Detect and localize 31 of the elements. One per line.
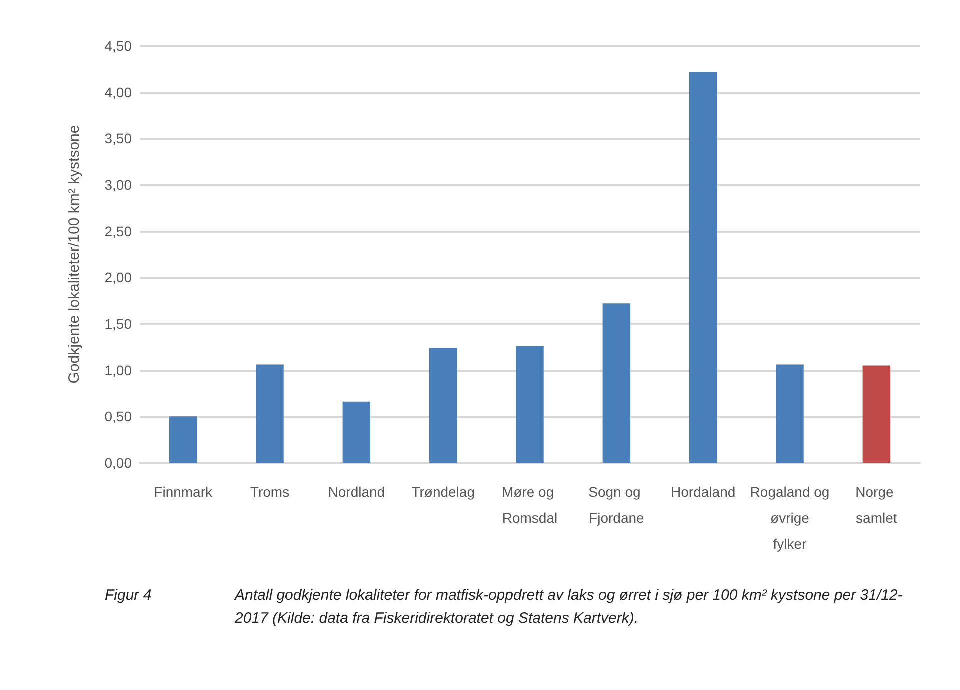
bar (862, 366, 891, 463)
text: Figur 4 (105, 586, 153, 606)
y-tick-label: 4,00 (104, 84, 132, 100)
bar (602, 304, 631, 463)
bar (776, 364, 804, 463)
y-tick-label: 3,50 (104, 130, 132, 147)
bar (429, 348, 458, 463)
x-tick-label: Trøndelag (412, 484, 475, 500)
x-tick-label: Nordland (328, 484, 386, 500)
y-tick-label: 1,50 (104, 316, 132, 332)
y-tick-label: 4,50 (104, 38, 132, 54)
x-tick-label: Norge samlet (856, 484, 898, 526)
y-tick-label: 2,00 (104, 270, 132, 286)
x-tick-label: Finnmark (154, 484, 214, 500)
bar (342, 402, 371, 463)
y-tick-label: 1,00 (104, 362, 132, 378)
text: Antall godkjente lokaliteter for matfisk-oppdrett av laks og ørret i sjø per 100 km² kystsone per 31/12-2017 (Kilde: data fra Fiskeridirektoratet og Statens Kartverk). (235, 586, 904, 628)
y-tick-label: 2,50 (104, 223, 132, 240)
bar (689, 72, 718, 463)
bar (169, 416, 198, 463)
x-tick-label: Rogaland og øvrige fylker (750, 484, 830, 552)
x-tick-label: Hordaland (671, 484, 736, 500)
x-tick-label: Troms (250, 484, 290, 500)
bar (516, 346, 544, 463)
y-axis-title: Godkjente lokaliteter/100 km² kystsone (66, 125, 83, 384)
y-tick-label: 0,50 (104, 408, 132, 425)
y-tick-label: 3,00 (104, 177, 132, 193)
y-tick-label: 0,00 (104, 455, 132, 471)
x-tick-label: Sogn og Fjordane (588, 484, 645, 526)
bar (256, 364, 284, 463)
x-tick-label: Møre og Romsdal (502, 484, 558, 526)
